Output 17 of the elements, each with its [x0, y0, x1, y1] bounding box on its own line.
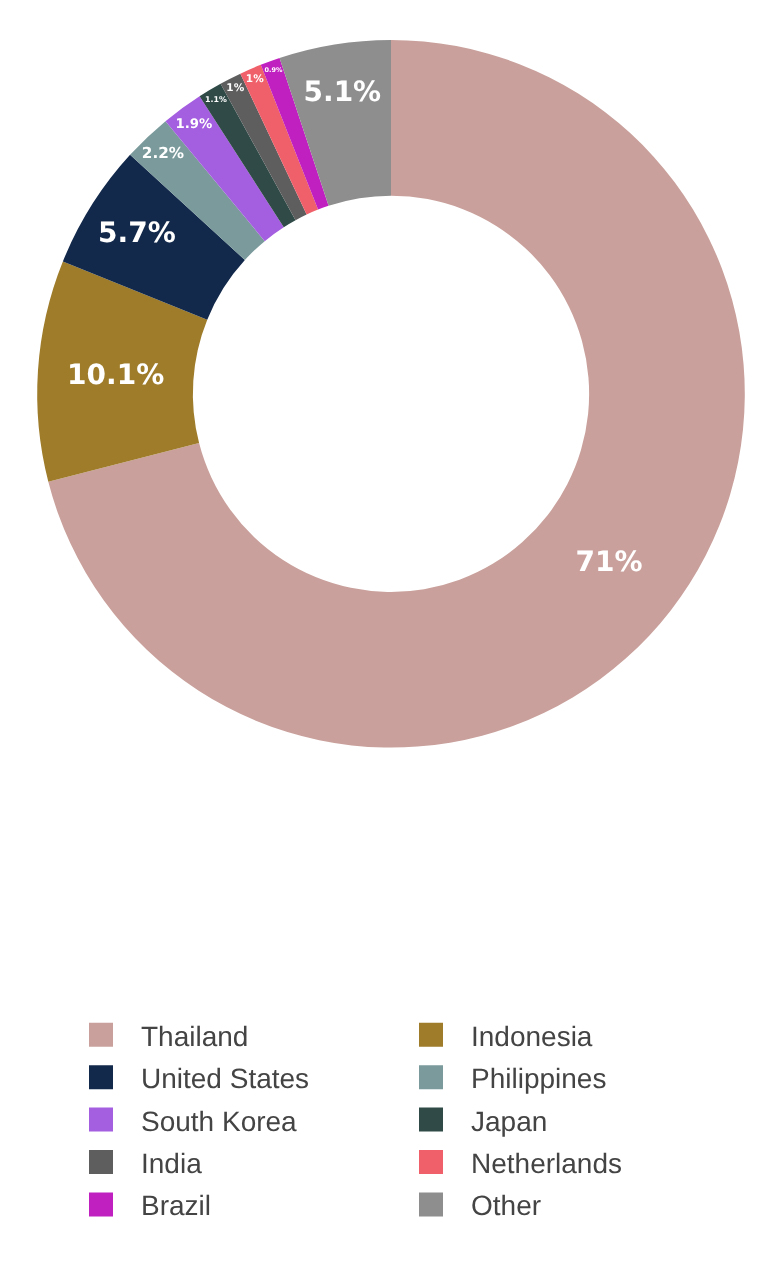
data-label: 10.1% [67, 359, 165, 392]
legend-label: Indonesia [471, 1019, 593, 1052]
legend-label: Thailand [141, 1019, 249, 1052]
donut-slice [37, 261, 208, 482]
legend-label: India [141, 1146, 203, 1179]
data-label: 71% [575, 546, 643, 579]
legend-label: Other [471, 1189, 542, 1222]
legend-label: Japan [471, 1104, 548, 1137]
data-label: 5.7% [98, 217, 176, 250]
legend-label: Philippines [471, 1062, 607, 1095]
legend-label: Brazil [141, 1189, 212, 1222]
legend-label: South Korea [141, 1104, 298, 1137]
donut-slice [279, 40, 391, 206]
legend-label: Netherlands [471, 1146, 622, 1179]
legend-label: United States [141, 1062, 310, 1095]
donut-slice [48, 40, 745, 748]
data-label: 5.1% [303, 76, 382, 109]
